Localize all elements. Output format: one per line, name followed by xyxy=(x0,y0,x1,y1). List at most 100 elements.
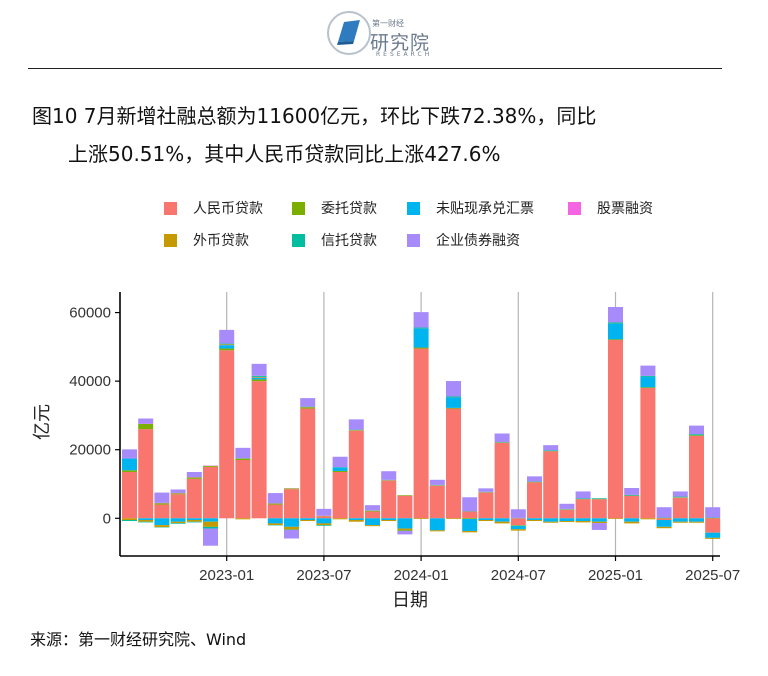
x-tick-label-0: 2023-01 xyxy=(199,567,254,584)
bar-2024-04-s2 xyxy=(462,518,478,531)
bar-2023-03-s6 xyxy=(251,363,267,376)
bar-2025-05-s5 xyxy=(672,496,688,498)
bar-2024-06-s6 xyxy=(494,433,510,443)
bar-2023-12-s4 xyxy=(397,528,413,531)
bar-2023-01-s5 xyxy=(219,343,235,345)
bar-2025-03-s4 xyxy=(640,518,656,520)
bar-2024-04-s6 xyxy=(462,497,478,511)
bar-2025-07-s4 xyxy=(705,537,721,539)
bar-2023-08-s6 xyxy=(332,456,348,468)
y-tick-label-1: 20000 xyxy=(69,442,111,459)
bar-2025-04-s4 xyxy=(656,526,672,529)
y-tick-label-2: 40000 xyxy=(69,373,111,390)
bar-2024-12-s0 xyxy=(591,499,607,519)
bar-2024-04-s0 xyxy=(462,511,478,519)
bar-2022-10-s1 xyxy=(170,493,186,495)
bar-2025-07-s0 xyxy=(705,518,721,533)
source-note: 来源：第一财经研究院、Wind xyxy=(30,630,247,649)
bar-2025-06-s6 xyxy=(689,425,704,435)
bar-2023-07-s0 xyxy=(316,516,332,519)
bar-2022-07-s1 xyxy=(122,470,137,472)
bar-2022-11-s6 xyxy=(186,472,202,478)
bar-2024-05-s0 xyxy=(478,492,494,519)
bar-2025-06-s2 xyxy=(689,518,704,522)
y-tick-label-3: 60000 xyxy=(69,305,111,322)
bar-2022-10-s6 xyxy=(170,489,186,493)
bar-2024-07-s2 xyxy=(510,525,526,530)
bar-2024-11-s6 xyxy=(575,491,591,499)
bar-2022-09-s4 xyxy=(154,525,170,528)
bar-2024-07-s0 xyxy=(510,518,526,526)
bar-2024-02-s0 xyxy=(429,485,445,519)
bar-2023-03-s1 xyxy=(251,379,267,382)
bar-2023-07-s6 xyxy=(316,508,332,516)
bar-2025-03-s1 xyxy=(640,387,656,388)
bar-2023-02-s6 xyxy=(235,447,251,459)
bar-2023-05-s1 xyxy=(284,488,299,490)
bar-2024-02-s4 xyxy=(429,530,445,532)
bar-2025-02-s5 xyxy=(624,494,640,496)
bar-2023-09-s4 xyxy=(348,520,364,522)
bar-2024-09-s2 xyxy=(543,518,559,522)
logo-en-text: RESEARCH xyxy=(376,51,433,58)
bar-2025-06-s5 xyxy=(689,434,704,436)
bar-2024-01-s4 xyxy=(413,518,429,519)
bar-2022-07-s4 xyxy=(122,518,137,520)
x-tick-label-5: 2025-07 xyxy=(685,567,740,584)
bar-2023-09-s0 xyxy=(348,430,364,519)
bar-2023-01-s2 xyxy=(219,345,235,349)
bar-2023-04-s6 xyxy=(267,493,283,504)
bar-2023-02-s4 xyxy=(235,518,251,520)
bar-2024-12-s4 xyxy=(591,521,607,524)
bar-2025-04-s2 xyxy=(656,520,672,527)
bar-2023-01-s4 xyxy=(219,344,235,345)
bar-2023-10-s2 xyxy=(365,518,380,526)
bar-2023-12-s1 xyxy=(397,495,413,496)
bar-2023-08-s4 xyxy=(332,518,348,520)
bar-2025-05-s2 xyxy=(672,518,688,522)
bar-2025-01-s6 xyxy=(608,306,623,323)
bar-2023-05-s2 xyxy=(284,518,299,527)
bar-2025-03-s2 xyxy=(640,377,656,388)
bar-2024-09-s4 xyxy=(543,521,559,523)
bar-2025-01-s2 xyxy=(608,323,623,340)
bar-2024-07-s1 xyxy=(510,525,526,526)
bar-2025-01-s4 xyxy=(608,518,623,519)
bar-2023-08-s0 xyxy=(332,472,348,519)
bar-2022-12-s2 xyxy=(203,518,218,522)
bar-2023-10-s0 xyxy=(365,511,380,519)
y-axis-title: 亿元 xyxy=(32,404,53,440)
bar-2022-12-s0 xyxy=(203,466,218,519)
bar-2025-02-s2 xyxy=(624,518,640,522)
x-tick-label-2: 2024-01 xyxy=(394,567,449,584)
bar-2025-07-s2 xyxy=(705,532,721,538)
bar-2023-10-s1 xyxy=(365,510,380,512)
bar-2023-06-s1 xyxy=(300,407,316,409)
x-tick-label-4: 2025-01 xyxy=(588,567,643,584)
bar-2024-03-s1 xyxy=(446,407,461,409)
bar-2022-11-s2 xyxy=(186,518,202,520)
bar-2024-06-s0 xyxy=(494,442,510,519)
bar-2023-05-s4 xyxy=(284,526,299,530)
bar-2024-01-s2 xyxy=(413,328,429,348)
bar-2024-08-s6 xyxy=(527,476,542,482)
bar-2023-01-s0 xyxy=(219,350,235,519)
bar-2024-01-s5 xyxy=(413,327,429,329)
bar-2024-03-s5 xyxy=(446,396,461,398)
bar-2023-12-s6 xyxy=(397,530,413,535)
bar-2024-12-s5 xyxy=(591,498,607,499)
bar-2025-04-s0 xyxy=(656,518,672,520)
bar-2023-05-s6 xyxy=(284,529,299,539)
bar-2024-08-s2 xyxy=(527,518,542,520)
bar-2023-06-s2 xyxy=(300,518,316,520)
bar-2022-11-s4 xyxy=(186,520,202,522)
y-tick-label-0: 0 xyxy=(103,510,111,527)
bar-2024-11-s5 xyxy=(575,498,591,499)
x-tick-label-1: 2023-07 xyxy=(296,567,351,584)
bar-2022-08-s4 xyxy=(138,520,154,522)
bar-2024-08-s4 xyxy=(527,520,542,522)
bar-2025-01-s5 xyxy=(608,322,623,324)
logo-small-text: 第一财经 xyxy=(372,19,404,28)
bar-2025-05-s6 xyxy=(672,491,688,497)
